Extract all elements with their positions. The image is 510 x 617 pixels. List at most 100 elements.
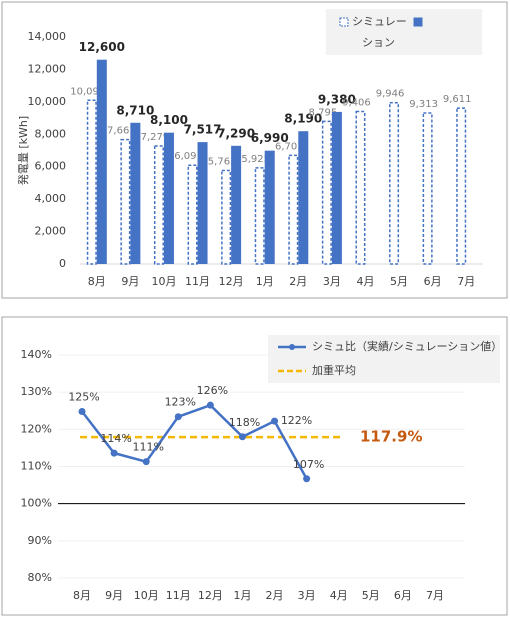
x-tick-label: 2月 xyxy=(289,275,307,288)
x-tick-label: 12月 xyxy=(219,275,244,288)
bar xyxy=(264,150,275,264)
point xyxy=(271,417,279,425)
y-tick-label: 12,000 xyxy=(28,62,67,75)
bar xyxy=(422,112,433,265)
bar xyxy=(86,99,97,265)
data-label: 6,703 xyxy=(275,141,304,152)
bar xyxy=(96,59,107,265)
bar xyxy=(288,154,299,265)
bar xyxy=(389,101,400,265)
point xyxy=(174,413,182,421)
data-label: 7,279 xyxy=(141,132,170,143)
legend-box xyxy=(326,9,482,55)
y-tick-label: 10,000 xyxy=(28,95,67,108)
y-tick-label: 80% xyxy=(28,571,52,584)
bar xyxy=(130,122,141,264)
data-label: 123% xyxy=(165,396,196,409)
y-tick-label: 100% xyxy=(21,497,52,510)
bar xyxy=(221,169,232,265)
x-tick-label: 8月 xyxy=(73,589,91,602)
bar xyxy=(120,138,131,265)
point xyxy=(206,401,214,409)
point xyxy=(303,475,311,483)
y-tick-label: 110% xyxy=(21,460,52,473)
bar xyxy=(331,111,342,264)
data-label: 126% xyxy=(197,384,228,397)
bar xyxy=(298,131,309,264)
bar xyxy=(355,110,366,265)
point xyxy=(238,433,246,441)
point xyxy=(142,458,150,466)
y-tick-label: 8,000 xyxy=(35,127,67,140)
point xyxy=(110,449,118,457)
data-label: 6,990 xyxy=(251,131,289,145)
y-tick-label: 120% xyxy=(21,422,52,435)
point xyxy=(78,407,86,415)
x-tick-label: 10月 xyxy=(151,275,176,288)
data-label: 9,946 xyxy=(376,89,405,100)
data-label: 111% xyxy=(132,441,163,454)
bar xyxy=(153,145,164,265)
x-tick-label: 8月 xyxy=(88,275,106,288)
x-tick-label: 6月 xyxy=(394,589,412,602)
x-tick-label: 3月 xyxy=(323,275,341,288)
data-label: 9,313 xyxy=(409,99,438,110)
average-label: 117.9% xyxy=(360,428,422,446)
legend-label: 加重平均 xyxy=(312,363,356,377)
legend-label: ション xyxy=(362,36,395,49)
data-label: 9,406 xyxy=(342,97,371,108)
x-tick-label: 7月 xyxy=(457,275,475,288)
data-label: 9,611 xyxy=(443,94,472,105)
y-tick-label: 140% xyxy=(21,348,52,361)
legend-swatch xyxy=(339,17,349,27)
y-tick-label: 130% xyxy=(21,385,52,398)
x-tick-label: 9月 xyxy=(121,275,139,288)
x-tick-label: 7月 xyxy=(426,589,444,602)
data-label: 107% xyxy=(293,458,324,471)
data-label: 12,600 xyxy=(79,40,125,54)
x-tick-label: 6月 xyxy=(424,275,442,288)
data-label: 7,667 xyxy=(107,126,136,137)
x-tick-label: 3月 xyxy=(298,589,316,602)
data-label: 125% xyxy=(68,390,99,403)
y-tick-label: 14,000 xyxy=(28,30,67,43)
data-label: 8,795 xyxy=(309,107,338,118)
x-tick-label: 1月 xyxy=(233,589,251,602)
x-tick-label: 9月 xyxy=(105,589,123,602)
data-label: 9,380 xyxy=(318,92,356,106)
data-label: 118% xyxy=(229,416,260,429)
x-tick-label: 5月 xyxy=(362,589,380,602)
line-chart: 80% 90% 100% 110% 120% 130% 140% 8月 9月 10月 11月 12月 1… xyxy=(1,316,508,616)
data-label: 7,290 xyxy=(217,126,255,140)
y-axis-label: 発電量 [kWh] xyxy=(16,116,30,185)
y-tick-label: 90% xyxy=(28,534,52,547)
x-tick-label: 12月 xyxy=(198,589,223,602)
legend-swatch xyxy=(413,17,423,27)
y-tick-label: 4,000 xyxy=(35,192,67,205)
legend-box xyxy=(268,335,500,383)
x-tick-label: 11月 xyxy=(185,275,210,288)
x-tick-label: 5月 xyxy=(390,275,408,288)
bar-chart: 0 2,000 4,000 6,000 8,000 10,000 12,000 14,000 発… xyxy=(1,1,508,299)
data-label: 122% xyxy=(281,414,312,427)
legend-marker xyxy=(289,344,295,350)
x-tick-label: 4月 xyxy=(356,275,374,288)
bar xyxy=(197,142,208,264)
y-tick-label: 2,000 xyxy=(35,225,67,238)
x-tick-label: 4月 xyxy=(330,589,348,602)
data-label: 8,190 xyxy=(284,112,322,126)
data-label: 7,517 xyxy=(184,123,222,137)
bar xyxy=(456,107,467,265)
bar xyxy=(254,167,265,265)
line xyxy=(81,403,308,480)
x-tick-label: 1月 xyxy=(256,275,274,288)
data-label: 8,100 xyxy=(150,113,188,127)
y-tick-label: 0 xyxy=(59,257,66,270)
bar xyxy=(231,145,242,264)
data-label: 6,091 xyxy=(174,151,203,162)
legend-label: シミュレー xyxy=(352,15,407,28)
data-label: 114% xyxy=(100,432,131,445)
x-tick-label: 10月 xyxy=(134,589,159,602)
data-label: 10,096 xyxy=(70,86,105,97)
